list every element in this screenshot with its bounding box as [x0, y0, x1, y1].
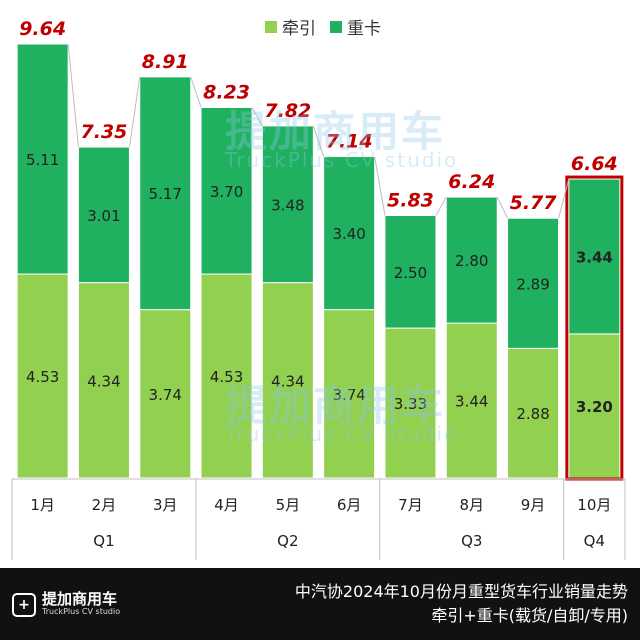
bar-heavy-10 — [568, 178, 621, 335]
bar-heavy-2 — [77, 146, 130, 284]
quarter-label-q3: Q3 — [461, 532, 482, 550]
total-label-2: 7.35 — [81, 121, 128, 143]
legend-label-heavy: 重卡 — [347, 19, 381, 39]
x-tick-label-4: 4月 — [214, 496, 239, 514]
legend: 牵引 重卡 — [265, 14, 389, 39]
bar-heavy-4 — [200, 106, 253, 275]
x-tick-label-3: 3月 — [153, 496, 178, 514]
bar-heavy-8 — [445, 196, 498, 324]
data-label-heavy-9: 2.89 — [516, 275, 549, 293]
x-tick-label-6: 6月 — [337, 496, 362, 514]
bar-heavy-5 — [261, 125, 314, 284]
logo-text: 提加商用车 TruckPlus CV studio — [42, 592, 120, 617]
data-label-heavy-1: 5.11 — [26, 151, 59, 169]
footer-title-line2: 牵引+重卡(载货/自卸/专用) — [431, 606, 628, 625]
total-label-8: 6.24 — [448, 171, 495, 193]
x-tick-label-5: 5月 — [276, 496, 301, 514]
x-tick-label-8: 8月 — [459, 496, 484, 514]
data-label-tow-7: 3.33 — [394, 395, 427, 413]
data-label-tow-4: 4.53 — [210, 368, 243, 386]
legend-item-tow: 牵引 — [265, 14, 316, 39]
bar-heavy-7 — [384, 215, 437, 329]
bar-tow-3 — [139, 309, 192, 479]
data-label-tow-1: 4.53 — [26, 368, 59, 386]
legend-item-heavy: 重卡 — [330, 14, 381, 39]
quarter-label-q2: Q2 — [277, 532, 298, 550]
data-label-tow-5: 4.34 — [271, 372, 304, 390]
total-label-9: 5.77 — [510, 192, 558, 214]
total-label-1: 9.64 — [19, 18, 66, 40]
bar-tow-9 — [507, 347, 560, 479]
footer-logo: + 提加商用车 TruckPlus CV studio — [12, 592, 120, 617]
x-tick-label-10: 10月 — [577, 496, 611, 514]
x-tick-label-1: 1月 — [30, 496, 55, 514]
footer-bar: + 提加商用车 TruckPlus CV studio 中汽协2024年10月份… — [0, 568, 640, 640]
data-label-tow-3: 3.74 — [149, 386, 182, 404]
bar-tow-1 — [16, 273, 69, 479]
connector-line-2 — [128, 76, 141, 148]
data-label-heavy-4: 3.70 — [210, 183, 243, 201]
data-label-heavy-6: 3.40 — [332, 225, 365, 243]
data-label-heavy-7: 2.50 — [394, 264, 427, 282]
total-label-4: 8.23 — [203, 81, 250, 103]
x-tick-label-9: 9月 — [521, 496, 546, 514]
chart-area: 4.53 5.11 9.64 1月 4.34 3.01 7.35 2月 3.74 5.17 8.91… — [11, 18, 626, 560]
logo-subtitle: TruckPlus CV studio — [42, 607, 121, 616]
total-label-10: 6.64 — [571, 153, 618, 175]
data-label-heavy-8: 2.80 — [455, 252, 488, 270]
footer-title-line1: 中汽协2024年10月份月重型货车行业销量走势 — [294, 582, 628, 601]
total-label-6: 7.14 — [326, 131, 373, 153]
legend-swatch-heavy — [330, 20, 342, 33]
total-label-3: 8.91 — [142, 51, 189, 73]
bar-heavy-3 — [139, 76, 192, 311]
x-tick-label-2: 2月 — [92, 496, 117, 514]
bar-tow-8 — [445, 322, 498, 479]
legend-swatch-tow — [265, 20, 277, 33]
logo-name: 提加商用车 — [42, 590, 118, 608]
data-label-heavy-5: 3.48 — [271, 196, 304, 214]
x-tick-label-7: 7月 — [398, 496, 423, 514]
data-label-tow-2: 4.34 — [87, 372, 120, 390]
data-label-tow-10: 3.20 — [576, 398, 613, 416]
connector-line-3 — [190, 76, 202, 108]
total-label-7: 5.83 — [387, 190, 434, 212]
bar-heavy-9 — [507, 217, 560, 349]
connector-line-4 — [251, 107, 263, 127]
data-label-tow-6: 3.74 — [332, 386, 365, 404]
total-label-5: 7.82 — [264, 100, 311, 122]
data-label-heavy-3: 5.17 — [149, 185, 182, 203]
connector-line-6 — [374, 156, 386, 216]
bar-tow-10 — [568, 333, 621, 479]
bar-tow-4 — [200, 273, 253, 479]
connector-line-5 — [312, 125, 325, 157]
quarter-label-q4: Q4 — [584, 532, 605, 550]
data-label-heavy-2: 3.01 — [87, 207, 120, 225]
connector-line-9 — [558, 178, 570, 219]
connector-line-1 — [67, 43, 79, 148]
footer-titles: 中汽协2024年10月份月重型货车行业销量走势 牵引+重卡(载货/自卸/专用) — [295, 580, 628, 628]
legend-label-tow: 牵引 — [282, 19, 316, 39]
data-label-tow-8: 3.44 — [455, 393, 488, 411]
connector-line-8 — [496, 196, 508, 219]
bar-heavy-1 — [16, 43, 69, 275]
bar-heavy-6 — [323, 156, 376, 311]
bar-tow-5 — [261, 282, 314, 479]
data-label-tow-9: 2.88 — [516, 405, 549, 423]
data-label-heavy-10: 3.44 — [576, 248, 613, 266]
bar-tow-7 — [384, 327, 437, 479]
logo-icon: + — [12, 592, 36, 617]
connector-line-7 — [435, 196, 447, 216]
bar-tow-6 — [323, 309, 376, 479]
quarter-label-q1: Q1 — [93, 532, 114, 550]
